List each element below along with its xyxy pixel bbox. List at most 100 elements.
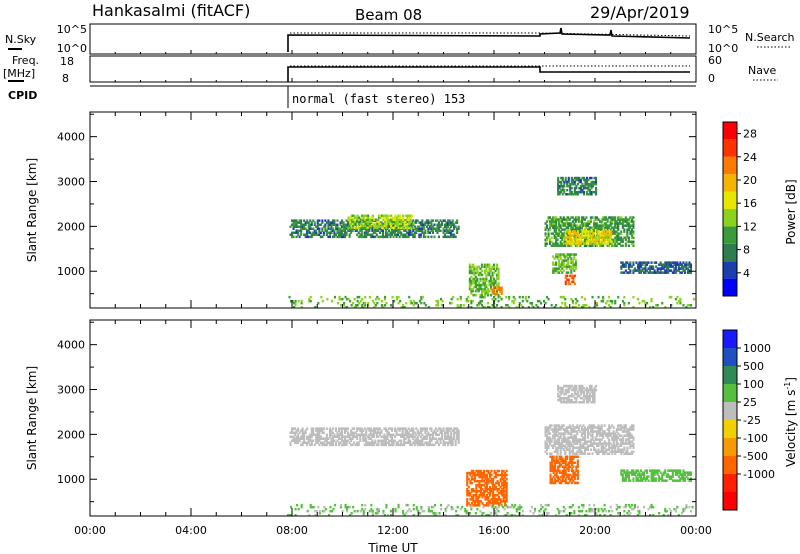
data-cell [418, 227, 421, 230]
colorbar-segment [723, 492, 737, 510]
data-cell [407, 439, 410, 442]
data-cell [487, 498, 490, 501]
data-cell [621, 244, 624, 247]
data-cell [563, 180, 566, 184]
data-cell [433, 512, 436, 515]
data-cell [386, 216, 389, 219]
data-cell [561, 444, 564, 447]
data-cell [629, 436, 632, 439]
data-cell [533, 509, 536, 513]
data-cell [480, 299, 483, 303]
data-cell [434, 227, 437, 230]
data-cell [376, 509, 379, 513]
data-cell [685, 265, 688, 268]
data-cell [316, 431, 319, 434]
data-cell [620, 261, 623, 264]
data-cell [498, 498, 501, 501]
data-cell [623, 220, 626, 223]
data-cell [574, 442, 577, 445]
data-cell [376, 226, 379, 230]
data-cell [409, 214, 412, 217]
data-cell [524, 297, 527, 301]
data-cell [621, 473, 624, 476]
data-cell [574, 265, 577, 268]
data-cell [345, 231, 348, 234]
data-cell [685, 267, 688, 270]
data-cell [488, 273, 491, 277]
data-cell [566, 193, 569, 196]
data-cell [626, 434, 629, 437]
data-cell [395, 229, 398, 232]
data-cell [450, 233, 453, 236]
data-cell [398, 427, 401, 430]
data-cell [596, 444, 599, 447]
data-cell [620, 438, 623, 441]
data-cell [501, 490, 504, 493]
data-cell [540, 301, 543, 305]
data-cell [574, 267, 577, 270]
data-cell [626, 232, 629, 235]
data-cell [319, 235, 322, 239]
data-cell [569, 479, 572, 483]
data-cell [612, 216, 615, 219]
data-cell [433, 503, 436, 507]
data-cell [580, 226, 583, 229]
data-cell [627, 238, 630, 241]
data-cell [454, 441, 457, 444]
data-cell [398, 439, 401, 442]
data-cell [565, 220, 568, 223]
data-cell [441, 437, 444, 440]
data-cell [300, 227, 303, 230]
data-cell [292, 437, 295, 440]
data-cell [632, 450, 635, 453]
data-cell [635, 475, 638, 478]
data-cell [362, 214, 365, 217]
data-cell [570, 186, 573, 190]
data-cell [546, 236, 549, 239]
data-cell [397, 295, 400, 299]
data-cell [549, 463, 552, 466]
data-cell [627, 224, 630, 227]
data-cell [470, 275, 473, 279]
data-cell [611, 444, 614, 447]
data-cell [486, 293, 489, 297]
data-cell [595, 180, 598, 184]
data-cell [564, 228, 567, 231]
data-cell [330, 429, 333, 432]
data-cell [567, 442, 570, 445]
data-cell [606, 218, 609, 221]
data-cell [547, 440, 550, 443]
data-cell [685, 263, 688, 266]
data-cell [341, 509, 344, 513]
data-cell [599, 430, 602, 433]
data-cell [318, 435, 321, 438]
data-cell [380, 443, 383, 447]
data-cell [448, 435, 451, 438]
data-cell [593, 392, 596, 396]
data-cell [644, 263, 647, 266]
data-cell [677, 265, 680, 268]
data-cell [683, 263, 686, 266]
data-cell [290, 514, 293, 517]
data-cell [469, 481, 472, 485]
data-cell [352, 505, 355, 509]
data-cell [583, 297, 586, 301]
data-cell [562, 232, 565, 235]
data-cell [370, 224, 373, 228]
data-cell [401, 433, 404, 436]
data-cell [474, 293, 477, 297]
data-cell [508, 505, 511, 509]
data-cell [381, 229, 384, 232]
data-cell [558, 436, 561, 439]
data-cell [502, 479, 505, 483]
data-cell [575, 193, 578, 196]
data-cell [556, 428, 559, 431]
data-cell [614, 448, 617, 451]
data-cell [451, 439, 454, 442]
data-cell [552, 242, 555, 245]
data-cell [633, 471, 636, 474]
data-cell [600, 450, 603, 453]
data-cell [577, 509, 580, 513]
data-cell [603, 228, 606, 231]
